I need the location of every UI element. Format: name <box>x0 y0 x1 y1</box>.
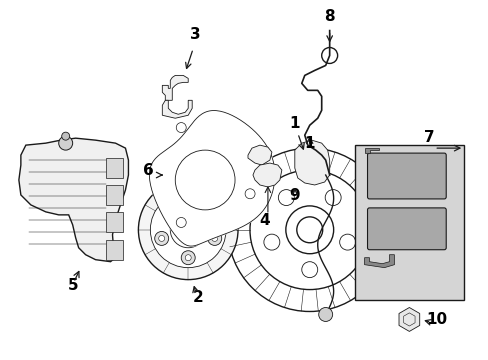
FancyBboxPatch shape <box>367 153 446 199</box>
Polygon shape <box>364 148 379 153</box>
Text: 8: 8 <box>324 9 334 24</box>
Circle shape <box>185 255 191 261</box>
Text: 5: 5 <box>67 278 78 293</box>
Circle shape <box>61 132 69 140</box>
Circle shape <box>176 123 186 132</box>
Text: 7: 7 <box>423 130 434 145</box>
Circle shape <box>325 190 341 206</box>
Circle shape <box>301 262 317 278</box>
Polygon shape <box>247 145 271 165</box>
Polygon shape <box>19 138 128 262</box>
Circle shape <box>164 200 179 214</box>
Polygon shape <box>162 75 188 100</box>
Circle shape <box>159 235 164 242</box>
Polygon shape <box>294 140 329 185</box>
Text: 4: 4 <box>259 213 270 228</box>
Polygon shape <box>162 100 192 118</box>
Circle shape <box>264 234 279 250</box>
Circle shape <box>175 150 235 210</box>
Circle shape <box>154 231 168 246</box>
Circle shape <box>201 204 207 210</box>
Circle shape <box>138 180 238 280</box>
Polygon shape <box>364 255 394 268</box>
Circle shape <box>244 189 255 199</box>
Circle shape <box>197 200 211 214</box>
Text: 10: 10 <box>426 312 447 328</box>
Bar <box>105 185 123 205</box>
Circle shape <box>339 234 355 250</box>
Circle shape <box>59 136 73 150</box>
Circle shape <box>150 192 225 268</box>
Polygon shape <box>149 111 274 246</box>
Bar <box>105 212 123 232</box>
Text: 1: 1 <box>289 116 300 131</box>
Text: 2: 2 <box>192 289 203 305</box>
Text: 6: 6 <box>142 163 153 178</box>
Circle shape <box>211 235 217 242</box>
Text: 3: 3 <box>189 27 200 41</box>
Text: 9: 9 <box>289 188 300 203</box>
Circle shape <box>207 231 221 246</box>
Circle shape <box>180 222 196 238</box>
Circle shape <box>181 251 195 265</box>
Circle shape <box>168 204 174 210</box>
Circle shape <box>296 217 322 243</box>
Circle shape <box>318 307 332 321</box>
Bar <box>105 240 123 260</box>
Polygon shape <box>252 163 281 187</box>
Bar <box>105 158 123 178</box>
Text: 1: 1 <box>304 136 314 150</box>
Circle shape <box>170 212 206 248</box>
Bar <box>354 145 463 300</box>
Circle shape <box>278 190 294 206</box>
FancyBboxPatch shape <box>367 208 446 250</box>
Polygon shape <box>398 307 419 332</box>
Circle shape <box>176 217 186 228</box>
